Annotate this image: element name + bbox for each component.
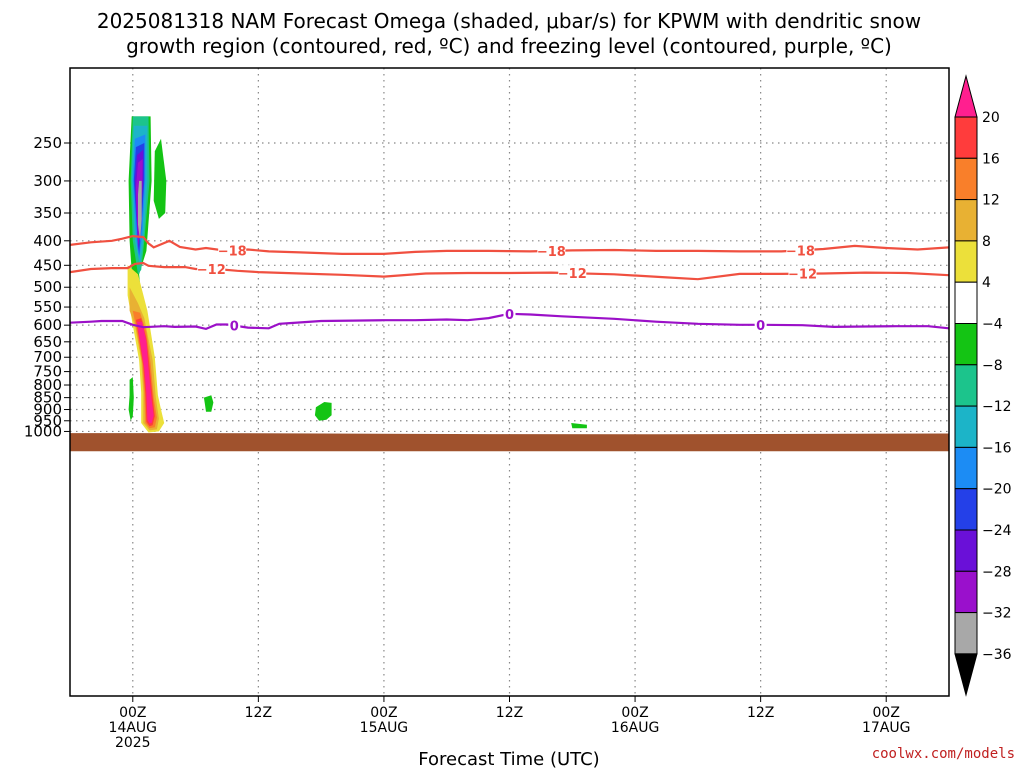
y-tick-label: 400 (33, 232, 62, 250)
colorbar-cell (954, 157, 978, 201)
credit-text[interactable]: coolwx.com/models (872, 746, 1015, 762)
y-tick-label: 650 (33, 333, 62, 351)
ground-surface (70, 433, 949, 452)
colorbar-cell (954, 116, 978, 159)
x-tick-label: 12Z (747, 705, 774, 721)
omega-region (128, 377, 134, 421)
y-tick-label: 300 (33, 172, 62, 190)
omega-region (203, 395, 214, 412)
contour-label: 0 (505, 308, 514, 323)
omega-region (137, 321, 154, 424)
colorbar-cell (954, 653, 978, 697)
colorbar-cell (954, 74, 978, 118)
y-tick-label: 350 (33, 204, 62, 222)
chart-title-line-2: growth region (contoured, red, ºC) and f… (126, 34, 892, 58)
x-tick-label: 00Z (119, 705, 146, 721)
colorbar-label: 4 (982, 275, 991, 291)
contour-label: −18 (218, 245, 247, 260)
colorbar-cell (954, 570, 978, 614)
colorbar-label: 8 (982, 234, 991, 250)
contour-label-bg (558, 265, 587, 281)
x-tick-label: 17AUG (862, 720, 911, 736)
colorbar-cell (954, 446, 978, 490)
contour-label-bg (228, 317, 241, 333)
contour-label: 0 (756, 319, 765, 334)
colorbar-label: −32 (982, 606, 1012, 622)
temperature-contours: −18 −18 −18 −12 −12 −12 0 0 0 (70, 234, 949, 335)
colorbar: 20 16 12 8 4 −4 −8 −12 −16 −20 −24 −28 −32 −36 (954, 74, 1012, 697)
x-axis-label: Forecast Time (UTC) (418, 749, 599, 768)
contour-label-bg (537, 242, 566, 258)
y-tick-label: 1000 (24, 422, 62, 440)
colorbar-cell (954, 199, 978, 242)
contour-label-bg (218, 242, 247, 258)
contour-label: −18 (537, 245, 566, 260)
colorbar-label: 12 (982, 193, 1000, 209)
colorbar-label: 20 (982, 110, 1000, 126)
y-axis-ticks: 2503003504004505005506006507007508008509… (24, 134, 70, 440)
y-tick-label: 700 (33, 348, 62, 366)
x-tick-label: 00Z (873, 705, 900, 721)
y-tick-label: 800 (33, 376, 62, 394)
y-tick-label: 250 (33, 134, 62, 152)
contour-label: −12 (197, 263, 226, 278)
colorbar-cell (954, 405, 978, 448)
colorbar-cell (954, 612, 978, 655)
x-tick-label: 12Z (245, 705, 272, 721)
grid-lines (70, 68, 949, 696)
y-tick-label: 600 (33, 316, 62, 334)
contour-line (70, 261, 949, 281)
colorbar-label: −8 (982, 358, 1003, 374)
colorbar-cell (954, 281, 978, 325)
contour-label: −12 (558, 267, 587, 282)
x-tick-label: 00Z (621, 705, 648, 721)
colorbar-cell (954, 364, 978, 407)
x-tick-label: 16AUG (611, 720, 660, 736)
x-tick-label: 12Z (496, 705, 523, 721)
y-tick-label: 850 (33, 389, 62, 407)
colorbar-label: −12 (982, 399, 1012, 415)
colorbar-cell (954, 323, 978, 366)
contour-label-bg (788, 265, 817, 281)
colorbar-label: 16 (982, 151, 1000, 167)
contour-label-bg (503, 305, 516, 321)
x-tick-label: 15AUG (360, 720, 409, 736)
contour-label: 0 (230, 320, 239, 335)
colorbar-label: −28 (982, 564, 1012, 580)
y-tick-label: 550 (33, 298, 62, 316)
colorbar-label: −20 (982, 482, 1012, 498)
colorbar-label: −24 (982, 523, 1012, 539)
contour-label: −12 (788, 268, 817, 283)
contour-line (70, 234, 949, 255)
colorbar-cell (954, 488, 978, 531)
omega-region (153, 138, 167, 219)
colorbar-cell (954, 529, 978, 572)
omega-region (571, 423, 587, 429)
colorbar-cell (954, 240, 978, 283)
x-tick-label: 2025 (115, 735, 151, 751)
colorbar-label: −4 (982, 317, 1003, 333)
plot-frame (69, 67, 950, 697)
x-tick-label: 14AUG (109, 720, 158, 736)
colorbar-label: −16 (982, 440, 1012, 456)
contour-label-bg (197, 260, 226, 276)
contour-label-bg (754, 316, 767, 332)
contour-label-bg (786, 242, 815, 258)
y-tick-label: 950 (33, 412, 62, 430)
y-tick-label: 450 (33, 256, 62, 274)
omega-region (314, 402, 332, 421)
omega-shading (127, 116, 587, 433)
x-tick-label: 00Z (370, 705, 397, 721)
y-tick-label: 900 (33, 401, 62, 419)
chart-title-line-1: 2025081318 NAM Forecast Omega (shaded, μ… (97, 9, 921, 33)
contour-label: −18 (786, 244, 815, 259)
y-tick-label: 750 (33, 363, 62, 381)
y-tick-label: 500 (33, 278, 62, 296)
colorbar-label: −36 (982, 647, 1012, 663)
ground-fill (70, 433, 949, 452)
omega-region (138, 180, 142, 241)
